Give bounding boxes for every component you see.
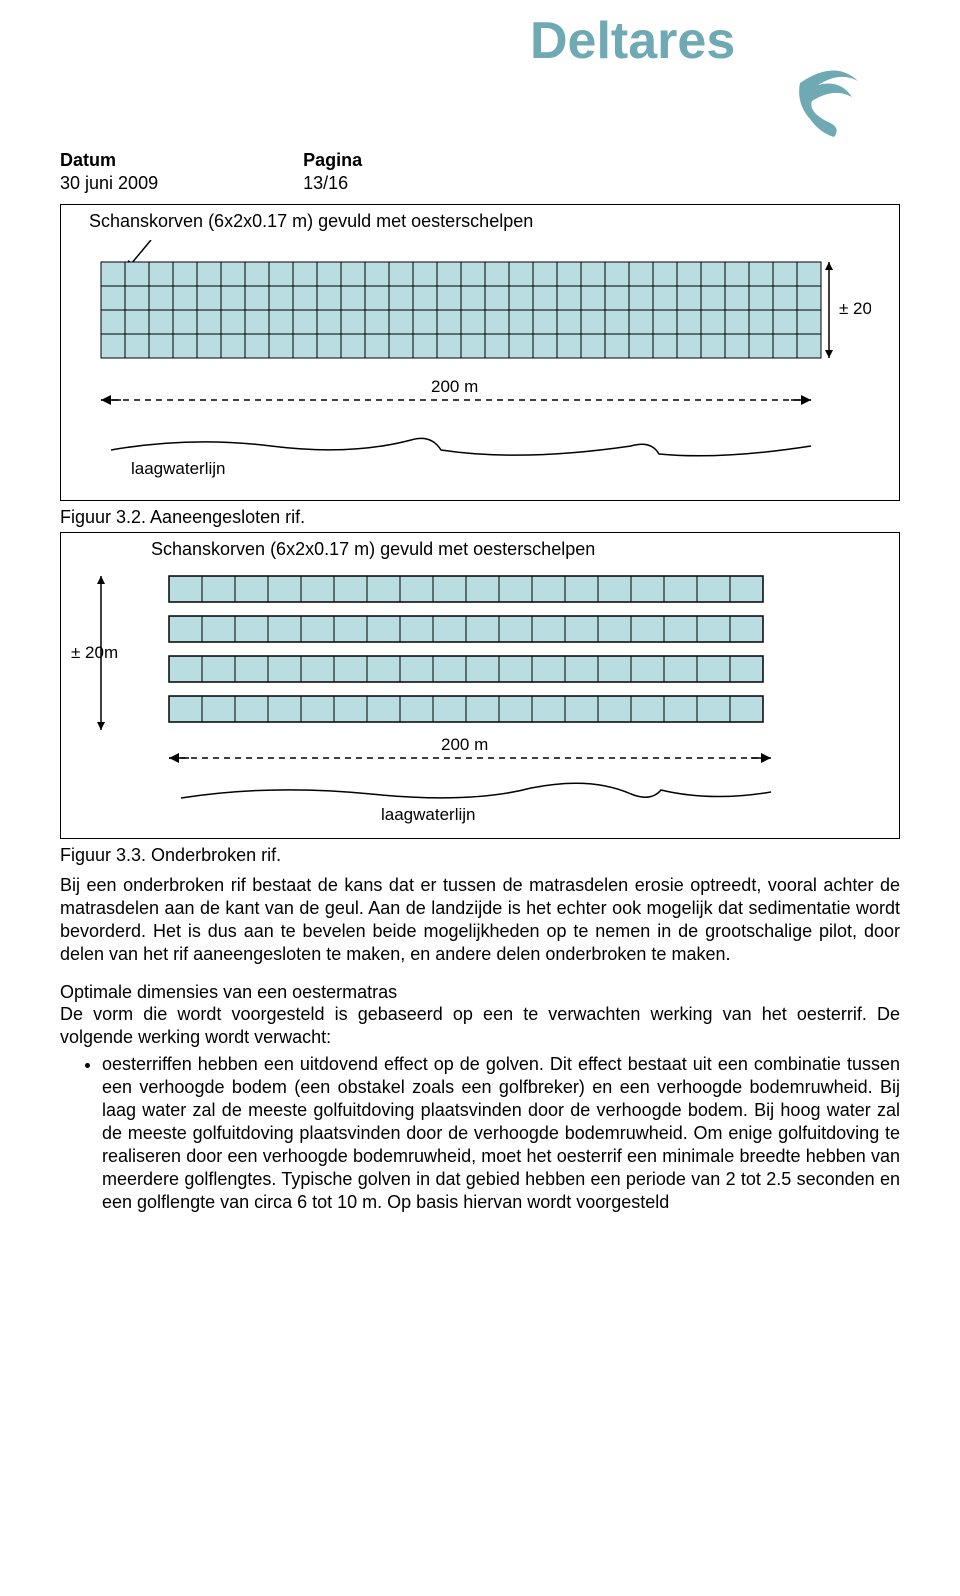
figure-1-height-label: ± 20m xyxy=(839,299,871,318)
page-root: Deltares Datum 30 juni 2009 Pagina 13/16… xyxy=(0,0,960,1236)
deltares-logo-svg: Deltares xyxy=(530,10,900,140)
figure-1-waterline-label: laagwaterlijn xyxy=(131,459,226,478)
swirl-icon xyxy=(799,70,858,137)
doc-header: Datum 30 juni 2009 Pagina 13/16 xyxy=(60,150,900,194)
datum-col: Datum 30 juni 2009 xyxy=(60,150,158,194)
datum-value: 30 juni 2009 xyxy=(60,173,158,194)
paragraph-1: Bij een onderbroken rif bestaat de kans … xyxy=(60,874,900,966)
figure-2-strips xyxy=(169,576,763,722)
figure-2-svg: ± 20m 200 m laagwaterlijn xyxy=(71,568,871,828)
figure-1-svg: ± 20m 200 m laagwaterlijn xyxy=(71,240,871,490)
paragraph-2a: De vorm die wordt voorgesteld is gebasee… xyxy=(60,1003,900,1049)
figure-1-box: Schanskorven (6x2x0.17 m) gevuld met oes… xyxy=(60,204,900,501)
datum-label: Datum xyxy=(60,150,158,171)
heading-2: Optimale dimensies van een oestermatras xyxy=(60,982,900,1003)
bullet-list: oesterriffen hebben een uitdovend effect… xyxy=(60,1053,900,1214)
figure-2-box: Schanskorven (6x2x0.17 m) gevuld met oes… xyxy=(60,532,900,839)
bullet-item: oesterriffen hebben een uitdovend effect… xyxy=(102,1053,900,1214)
figure-2-title: Schanskorven (6x2x0.17 m) gevuld met oes… xyxy=(151,539,889,560)
figure-2-width-label: 200 m xyxy=(441,735,488,754)
figure-2-waterline-label: laagwaterlijn xyxy=(381,805,476,824)
pagina-label: Pagina xyxy=(303,150,362,171)
figure-2-height-label: ± 20m xyxy=(71,643,118,662)
pagina-value: 13/16 xyxy=(303,173,362,194)
figure-1-title: Schanskorven (6x2x0.17 m) gevuld met oes… xyxy=(89,211,889,232)
pagina-col: Pagina 13/16 xyxy=(303,150,362,194)
logo: Deltares xyxy=(530,10,900,145)
figure-1-caption: Figuur 3.2. Aaneengesloten rif. xyxy=(60,507,900,528)
figure-2-caption: Figuur 3.3. Onderbroken rif. xyxy=(60,845,900,866)
figure-1-grid xyxy=(101,262,821,358)
logo-text: Deltares xyxy=(530,12,735,70)
figure-1-width-label: 200 m xyxy=(431,377,478,396)
